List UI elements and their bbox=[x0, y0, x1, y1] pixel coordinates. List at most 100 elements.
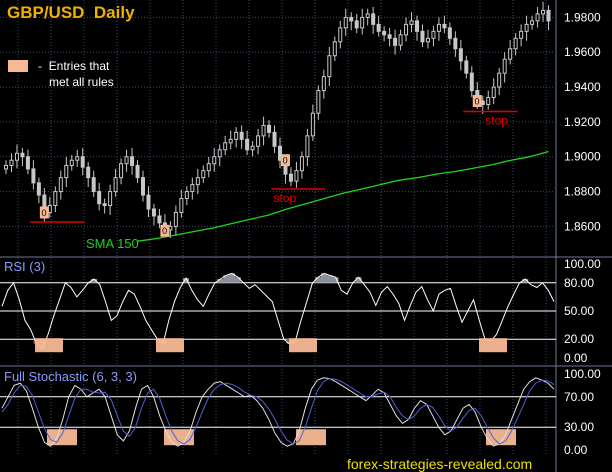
candle-body bbox=[108, 191, 113, 206]
candle-body bbox=[360, 16, 365, 29]
candle-body bbox=[234, 131, 239, 140]
stoch-line-d bbox=[1, 378, 555, 445]
candle-body bbox=[546, 9, 551, 22]
rsi-tick-label: 80.00 bbox=[564, 276, 594, 290]
candle-body bbox=[102, 203, 107, 206]
candle-body bbox=[316, 90, 321, 114]
candle-body bbox=[80, 156, 85, 168]
entry-marker-label: 0 bbox=[474, 97, 479, 107]
price-tick-label: 1.9600 bbox=[564, 45, 601, 59]
candle-body bbox=[228, 138, 233, 144]
candle-body bbox=[151, 208, 156, 217]
candle-body bbox=[113, 177, 118, 193]
rsi-entry-box bbox=[289, 338, 317, 353]
rsi-overbought-fill bbox=[223, 275, 230, 283]
candle-body bbox=[332, 41, 337, 57]
candle-body bbox=[431, 30, 436, 39]
candle-body bbox=[524, 23, 529, 32]
candle-body bbox=[278, 145, 282, 161]
candle-body bbox=[541, 9, 546, 15]
candle-body bbox=[157, 215, 162, 224]
candle-body bbox=[299, 156, 304, 172]
candle-body bbox=[250, 145, 255, 151]
price-tick-label: 1.9400 bbox=[564, 80, 601, 94]
candle-body bbox=[415, 20, 419, 32]
candle-body bbox=[31, 168, 36, 184]
candle-body bbox=[404, 23, 409, 36]
candle-body bbox=[469, 72, 474, 92]
rsi-entry-box bbox=[35, 338, 63, 353]
rsi-tick-label: 100.00 bbox=[564, 257, 601, 271]
candle-body bbox=[535, 13, 540, 22]
candle-body bbox=[141, 177, 145, 196]
rsi-entry-box bbox=[156, 338, 184, 353]
candle-body bbox=[36, 182, 41, 196]
candle-body bbox=[310, 112, 315, 137]
candle-body bbox=[69, 159, 74, 166]
rsi-overbought-fill bbox=[234, 277, 241, 283]
candle-body bbox=[376, 23, 381, 32]
candle-body bbox=[20, 152, 25, 158]
candle-body bbox=[491, 86, 496, 99]
rsi-overbought-fill bbox=[217, 279, 224, 283]
candle-body bbox=[288, 173, 293, 182]
candle-body bbox=[321, 76, 326, 92]
rsi-tick-label: 50.00 bbox=[564, 304, 594, 318]
entry-marker bbox=[39, 206, 49, 219]
candle-body bbox=[245, 138, 250, 151]
candle-body bbox=[119, 163, 124, 179]
candle-body bbox=[305, 135, 310, 158]
rsi-panel-title: RSI (3) bbox=[4, 259, 46, 274]
sma-label: SMA 150 bbox=[86, 236, 139, 251]
stoch-tick-label: 70.00 bbox=[564, 390, 594, 404]
candle-body bbox=[146, 194, 151, 210]
stoch-entry-box bbox=[296, 429, 326, 446]
candle-body bbox=[75, 156, 80, 161]
candle-body bbox=[58, 177, 63, 193]
candle-body bbox=[387, 34, 392, 39]
watermark: forex-strategies-revealed.com bbox=[347, 456, 533, 472]
rsi-tick-label: 0.00 bbox=[564, 351, 588, 365]
candle-body bbox=[53, 191, 58, 206]
entry-marker-label: 0 bbox=[42, 208, 47, 218]
candle-body bbox=[261, 124, 266, 137]
candle-body bbox=[327, 55, 332, 78]
stoch-entry-box bbox=[486, 429, 516, 446]
stoch-tick-label: 30.00 bbox=[564, 420, 594, 434]
candle-body bbox=[294, 170, 299, 182]
candle-body bbox=[519, 30, 524, 39]
candle-body bbox=[195, 177, 200, 186]
candle-body bbox=[513, 37, 518, 50]
candle-body bbox=[267, 124, 272, 133]
rsi-overbought-fill bbox=[183, 278, 189, 283]
price-tick-label: 1.9800 bbox=[564, 10, 601, 24]
entry-marker bbox=[472, 95, 482, 108]
candle-body bbox=[272, 131, 277, 147]
candle-body bbox=[86, 166, 91, 179]
rsi-overbought-fill bbox=[522, 279, 529, 283]
rsi-overbought-fill bbox=[332, 277, 339, 283]
sma-150-line bbox=[137, 150, 549, 242]
candle-body bbox=[201, 170, 206, 179]
candle-body bbox=[184, 191, 189, 200]
candle-body bbox=[371, 13, 376, 25]
candle-body bbox=[365, 13, 370, 18]
rsi-tick-label: 20.00 bbox=[564, 332, 594, 346]
candle-body bbox=[530, 20, 535, 25]
candle-body bbox=[179, 198, 184, 213]
rsi-overbought-fill bbox=[91, 279, 97, 283]
candle-body bbox=[212, 156, 217, 165]
candle-body bbox=[91, 177, 96, 193]
entry-marker-label: 0 bbox=[162, 226, 167, 236]
candle-body bbox=[239, 131, 244, 140]
candle-body bbox=[217, 149, 222, 158]
candle-body bbox=[464, 60, 469, 74]
candle-body bbox=[458, 48, 463, 62]
rsi-overbought-fill bbox=[229, 273, 235, 283]
candle-body bbox=[14, 152, 19, 161]
stop-label: stop bbox=[273, 191, 296, 205]
candle-body bbox=[190, 184, 195, 193]
candle-body bbox=[486, 97, 491, 105]
